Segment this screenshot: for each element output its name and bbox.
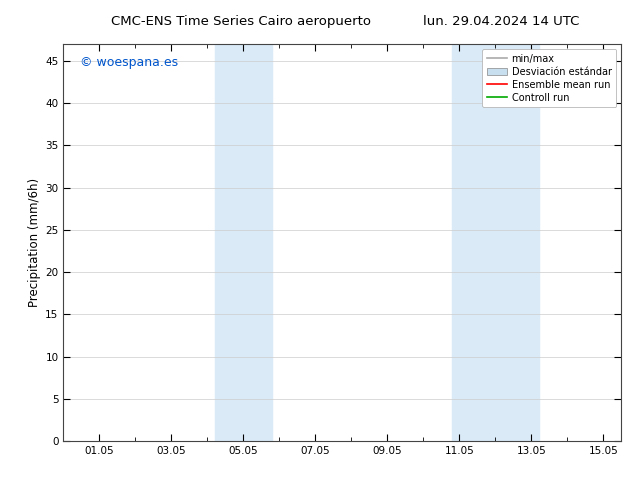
- Text: © woespana.es: © woespana.es: [80, 56, 178, 69]
- Text: CMC-ENS Time Series Cairo aeropuerto: CMC-ENS Time Series Cairo aeropuerto: [111, 15, 371, 28]
- Text: lun. 29.04.2024 14 UTC: lun. 29.04.2024 14 UTC: [423, 15, 579, 28]
- Y-axis label: Precipitation (mm/6h): Precipitation (mm/6h): [28, 178, 41, 307]
- Bar: [452, 44, 538, 441]
- Legend: min/max, Desviación estándar, Ensemble mean run, Controll run: min/max, Desviación estándar, Ensemble m…: [482, 49, 616, 107]
- Bar: [214, 44, 272, 441]
